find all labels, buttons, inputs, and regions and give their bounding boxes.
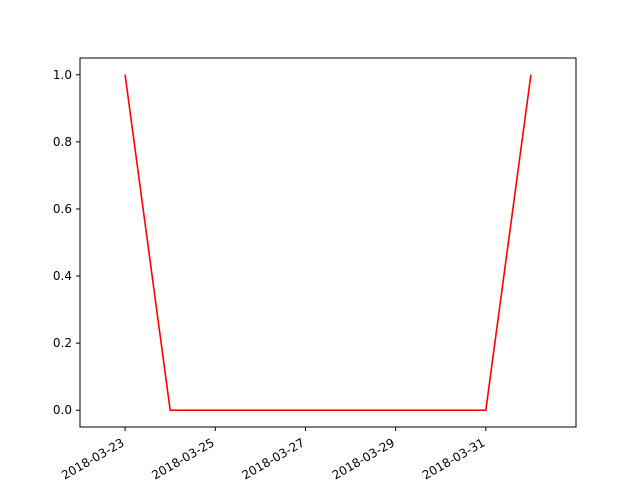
y-tick-label: 0.6	[53, 202, 72, 216]
series-line	[124, 74, 532, 412]
y-tick-label: 0.4	[53, 269, 72, 283]
y-tick-label: 0.8	[53, 135, 72, 149]
y-tick-label: 0.2	[53, 336, 72, 350]
plot-frame	[79, 57, 577, 428]
y-tick-label: 0.0	[53, 403, 72, 417]
series-layer	[124, 74, 532, 412]
y-tick-label: 1.0	[53, 68, 72, 82]
